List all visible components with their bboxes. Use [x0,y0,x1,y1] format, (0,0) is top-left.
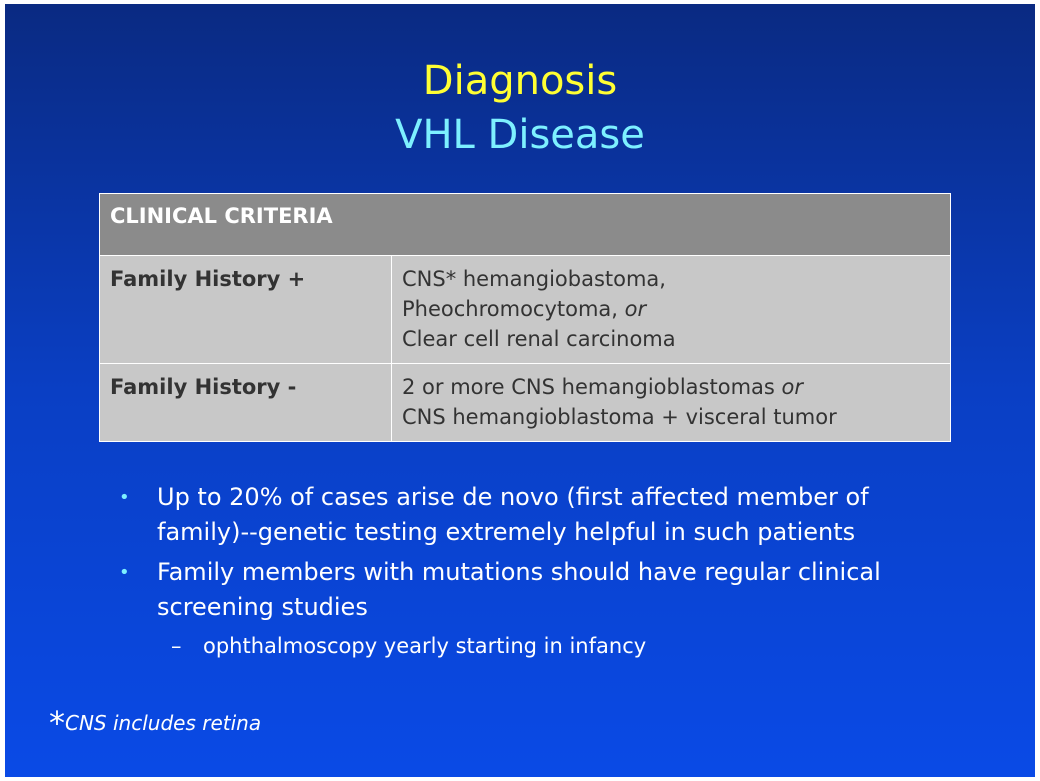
criteria-line: CNS* hemangiobastoma, [402,267,666,291]
row-criteria: 2 or more CNS hemangioblastomas or CNS h… [391,363,951,442]
bullet-icon: • [119,562,130,583]
dash-icon: – [171,634,182,658]
row-criteria: CNS* hemangiobastoma, Pheochromocytoma, … [391,255,951,364]
criteria-line: CNS hemangioblastoma + visceral tumor [402,405,837,429]
bullet-icon: • [119,487,130,508]
list-item: • Up to 20% of cases arise de novo (firs… [115,480,935,550]
row-label: Family History + [99,255,392,364]
list-item: • Family members with mutations should h… [115,555,935,625]
or-connector: or [781,375,804,399]
criteria-line: Pheochromocytoma, or [402,297,647,321]
or-connector: or [624,297,647,321]
slide-subtitle: VHL Disease [395,112,645,158]
table-row: Family History + CNS* hemangiobastoma, P… [99,255,951,364]
bullet-list: • Up to 20% of cases arise de novo (firs… [115,480,935,662]
clinical-criteria-table: CLINICAL CRITERIA Family History + CNS* … [99,193,951,442]
criteria-line: 2 or more CNS hemangioblastomas or [402,375,804,399]
criteria-line: Clear cell renal carcinoma [402,327,676,351]
row-label: Family History - [99,363,392,442]
footnote-text: CNS includes retina [65,711,262,735]
table-row: Family History - 2 or more CNS hemangiob… [99,363,951,442]
asterisk-icon: * [49,704,65,742]
footnote: *CNS includes retina [49,704,261,742]
slide-title: Diagnosis [422,58,618,104]
table-header: CLINICAL CRITERIA [99,193,951,256]
slide: Diagnosis VHL Disease CLINICAL CRITERIA … [5,4,1035,777]
sub-list-item: – ophthalmoscopy yearly starting in infa… [115,630,935,662]
